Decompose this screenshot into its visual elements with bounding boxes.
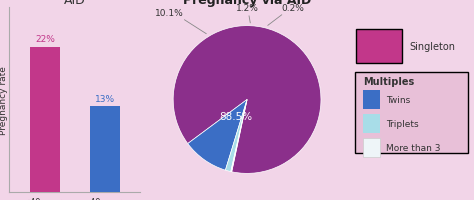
- Text: 13%: 13%: [95, 94, 115, 103]
- Bar: [90, 107, 119, 192]
- FancyBboxPatch shape: [355, 72, 468, 153]
- Text: Twins: Twins: [386, 96, 410, 104]
- Text: Multiples: Multiples: [363, 77, 414, 87]
- Text: More than 3: More than 3: [386, 143, 441, 152]
- FancyBboxPatch shape: [356, 30, 402, 63]
- Text: 22%: 22%: [35, 35, 55, 44]
- Text: Singleton: Singleton: [409, 42, 455, 52]
- Text: 10.1%: 10.1%: [155, 9, 184, 18]
- Bar: [363, 139, 380, 157]
- Text: 88.5%: 88.5%: [219, 111, 253, 121]
- Text: 1.2%: 1.2%: [236, 4, 258, 13]
- Wedge shape: [231, 100, 247, 172]
- Title: AID: AID: [64, 0, 86, 7]
- Y-axis label: Pregnancy rate: Pregnancy rate: [0, 66, 8, 134]
- Text: 0.2%: 0.2%: [282, 4, 304, 13]
- Bar: [363, 91, 380, 109]
- Bar: [30, 47, 60, 192]
- Title: Pregnancy via AID: Pregnancy via AID: [183, 0, 311, 7]
- Wedge shape: [226, 100, 247, 172]
- Wedge shape: [188, 100, 247, 170]
- Bar: [363, 115, 380, 133]
- Wedge shape: [173, 26, 321, 174]
- Text: Triplets: Triplets: [386, 119, 419, 128]
